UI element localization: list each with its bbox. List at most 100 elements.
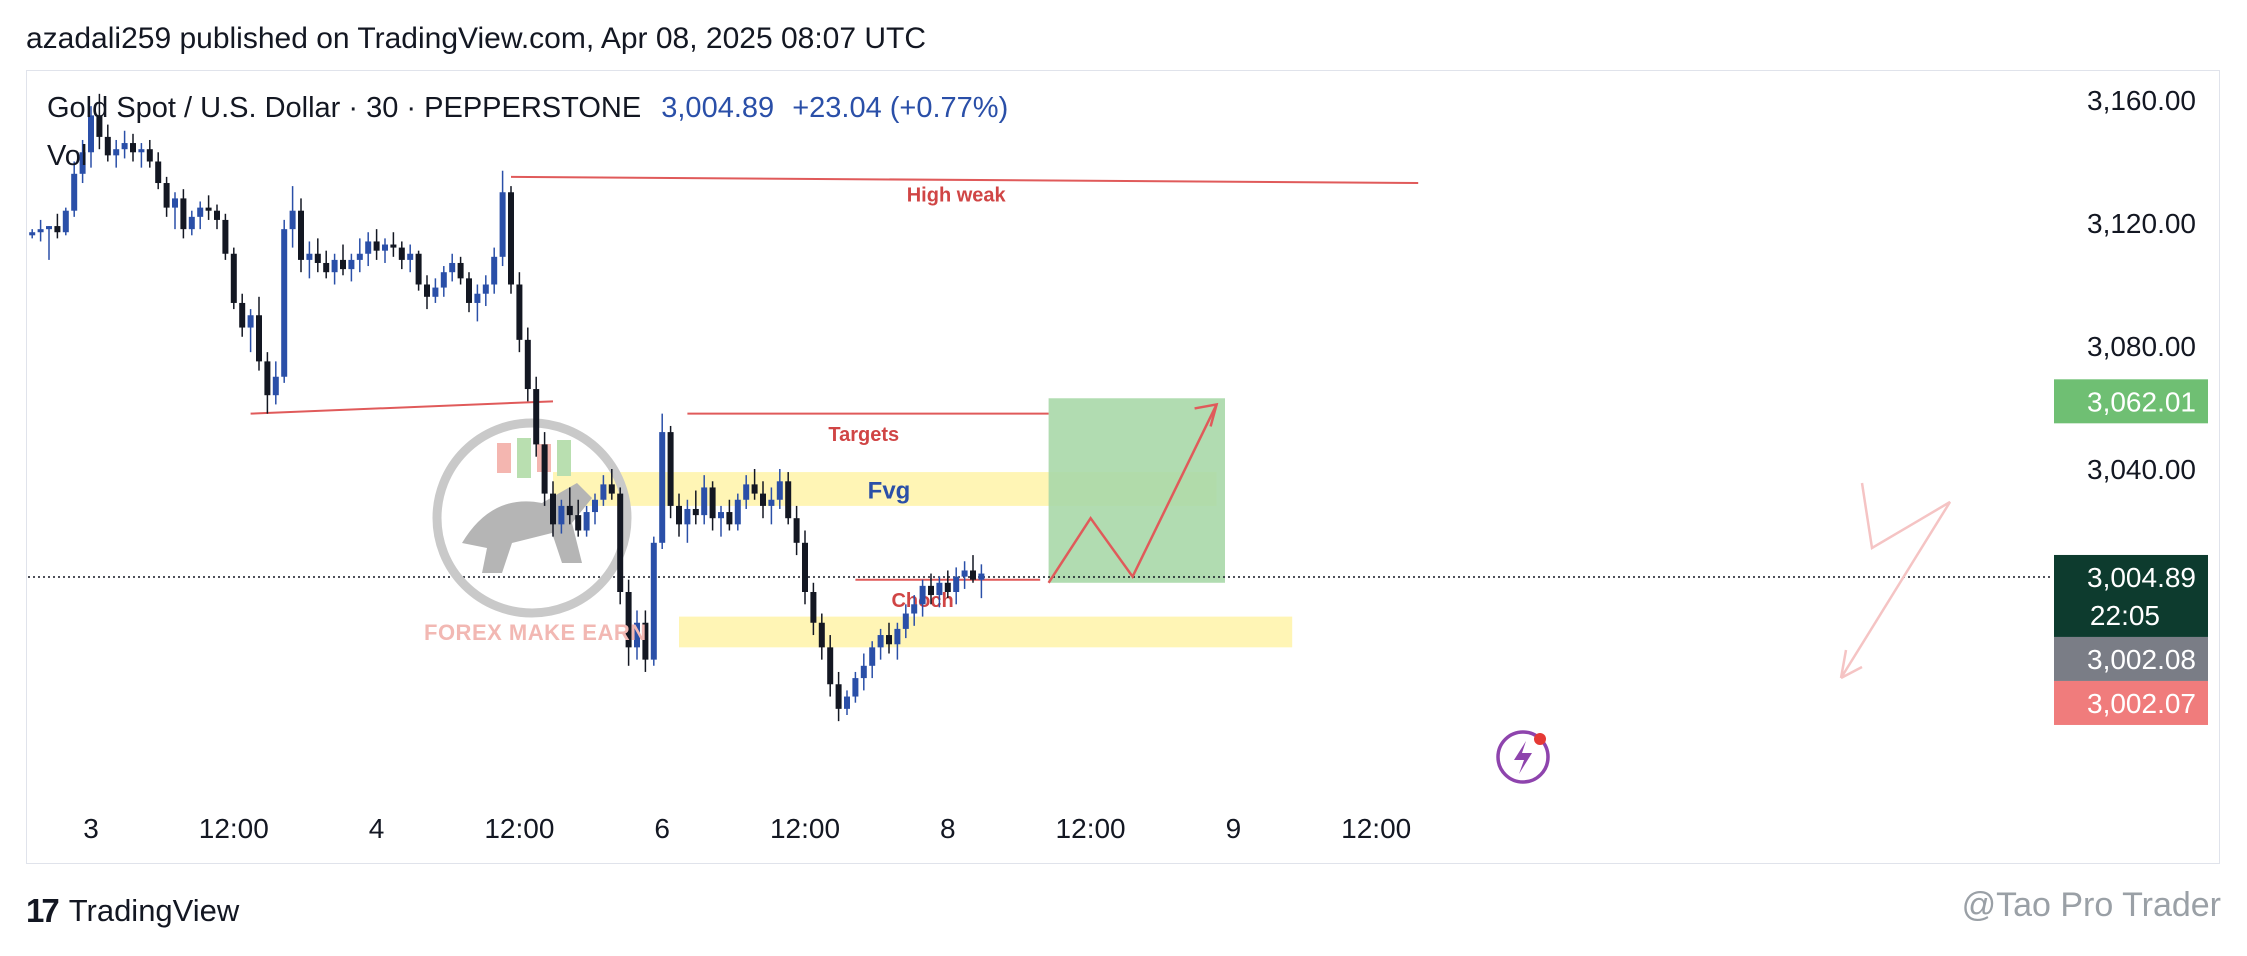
candle-body[interactable] [936,582,943,596]
candle-body[interactable] [382,244,388,251]
candle-body[interactable] [449,262,456,273]
candle-body[interactable] [440,272,447,288]
candle-body[interactable] [827,647,834,685]
candle-body[interactable] [323,262,330,273]
candle-body[interactable] [104,136,111,156]
candle-body[interactable] [205,207,212,211]
candle-body[interactable] [558,505,565,525]
candle-body[interactable] [625,592,632,648]
candle-body[interactable] [583,512,590,531]
candle-body[interactable] [247,315,254,328]
candle-body[interactable] [432,287,439,297]
lightning-icon[interactable] [1496,730,1550,784]
candle-body[interactable] [457,262,464,279]
candle-body[interactable] [331,259,338,273]
candle-body[interactable] [886,635,892,645]
price-label-2[interactable] [2054,636,2208,681]
candle-body[interactable] [650,542,657,660]
candle-body[interactable] [155,161,162,184]
candle-body[interactable] [524,339,531,390]
candle-body[interactable] [230,253,237,303]
candle-body[interactable] [272,376,279,396]
candle-body[interactable] [877,635,884,648]
candle-body[interactable] [172,198,178,208]
candle-body[interactable] [860,665,867,679]
candle-body[interactable] [928,585,934,596]
candle-body[interactable] [348,259,355,270]
candle-body[interactable] [356,253,363,260]
candle-body[interactable] [239,302,246,328]
candle-body[interactable] [869,647,876,666]
candle-body[interactable] [810,592,817,623]
candle-body[interactable] [667,432,674,506]
candle-body[interactable] [491,256,498,285]
candle-body[interactable] [390,244,397,248]
candle-body[interactable] [289,210,296,230]
candle-body[interactable] [835,684,842,709]
candle-body[interactable] [533,389,540,445]
candle-body[interactable] [550,493,556,525]
candle-body[interactable] [482,284,489,294]
candle-body[interactable] [508,192,514,285]
candle-body[interactable] [415,253,422,285]
tradingview-logo[interactable]: 17 TradingView [26,892,239,930]
candle-body[interactable] [340,259,346,270]
candle-body[interactable] [516,284,523,340]
level-line-1[interactable] [250,400,554,415]
candle-body[interactable] [776,481,783,500]
candle-body[interactable] [608,484,615,494]
candle-body[interactable] [46,226,52,230]
candle-body[interactable] [256,315,262,362]
candle-body[interactable] [592,499,598,513]
candle-body[interactable] [684,508,691,525]
candle-body[interactable] [701,487,708,516]
candle-body[interactable] [743,484,750,500]
candle-body[interactable] [96,115,103,137]
candle-body[interactable] [197,207,204,217]
candle-body[interactable] [79,152,86,174]
candle-body[interactable] [180,198,187,230]
candle-body[interactable] [751,484,758,494]
candle-body[interactable] [760,493,766,506]
candle-body[interactable] [575,515,582,531]
candle-body[interactable] [600,484,607,500]
candle-body[interactable] [113,149,120,156]
candle-body[interactable] [768,499,775,506]
candle-body[interactable] [953,576,960,592]
candle-body[interactable] [54,226,61,233]
symbol-name[interactable]: Gold Spot / U.S. Dollar · 30 · PEPPERSTO… [47,92,642,124]
candle-body[interactable] [130,143,136,153]
candle-body[interactable] [852,678,859,697]
candle-body[interactable] [911,604,918,614]
projection-path[interactable] [1047,403,1218,584]
candle-body[interactable] [424,284,430,297]
candle-body[interactable] [709,487,716,519]
candle-body[interactable] [214,210,220,220]
target-box[interactable] [1048,398,1225,583]
candle-body[interactable] [314,253,321,263]
chart-frame[interactable] [26,70,2220,864]
candle-body[interactable] [676,505,682,525]
candle-body[interactable] [944,582,951,592]
price-label-0[interactable] [2054,379,2208,424]
candle-body[interactable] [306,253,313,260]
candle-body[interactable] [818,622,825,648]
candle-body[interactable] [734,499,741,525]
candle-body[interactable] [961,570,968,577]
candle-body[interactable] [373,241,380,251]
candle-body[interactable] [499,192,506,257]
candle-body[interactable] [138,149,145,153]
candle-body[interactable] [298,210,304,260]
volume-label[interactable]: Vol [47,140,88,172]
candle-body[interactable] [902,613,909,629]
candle-body[interactable] [188,216,195,230]
candle-body[interactable] [88,115,94,153]
candle-body[interactable] [726,512,733,525]
zone-1[interactable] [679,616,1293,648]
price-label-3[interactable] [2054,680,2208,725]
level-line-0[interactable] [510,175,1419,185]
candle-body[interactable] [398,247,405,260]
candle-body[interactable] [29,232,36,236]
candle-body[interactable] [281,229,288,377]
